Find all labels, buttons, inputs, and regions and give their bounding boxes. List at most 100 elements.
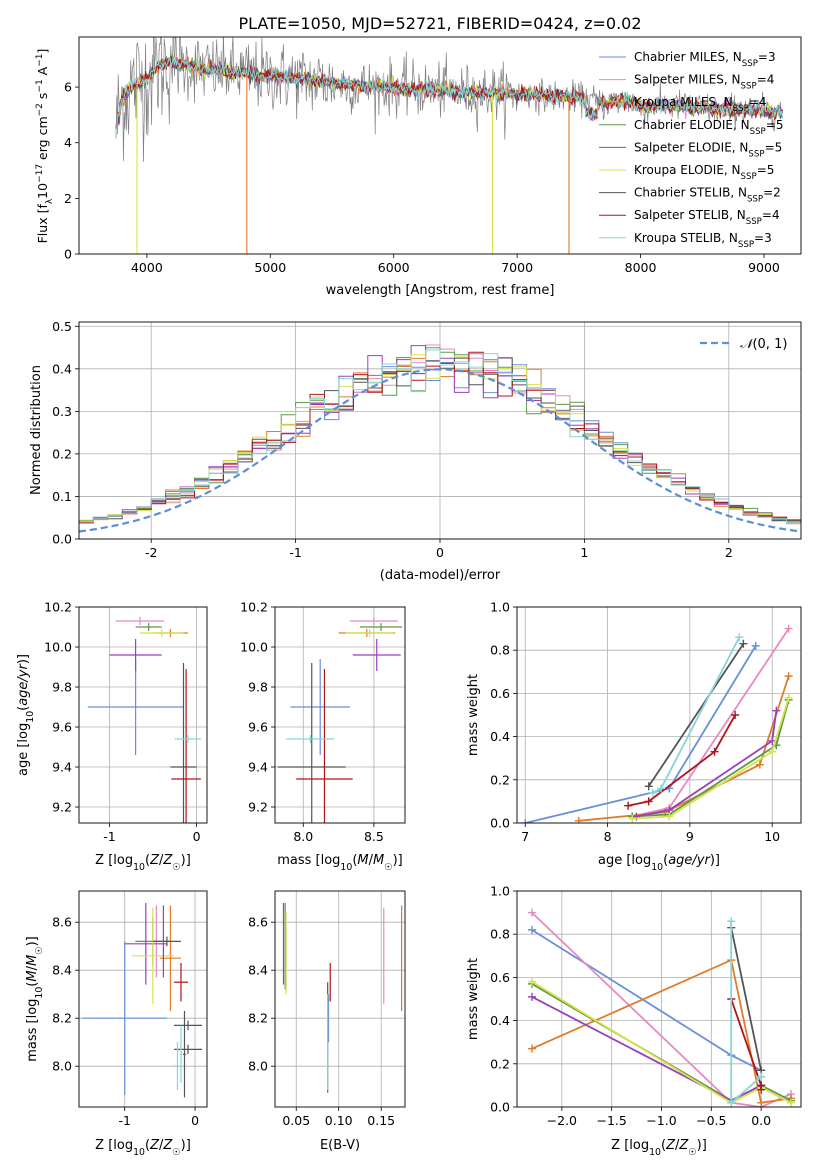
x-tick-label: −2.0 bbox=[547, 1113, 577, 1128]
x-tick-label: 10 bbox=[764, 829, 780, 844]
text-span: 10 bbox=[25, 711, 36, 723]
axes-frame bbox=[516, 890, 802, 1108]
y-tick-label: 9.4 bbox=[52, 760, 72, 775]
series-marker bbox=[624, 801, 633, 810]
y-tick-label: 0.2 bbox=[52, 446, 72, 461]
text-span: Salpeter MILES, N bbox=[634, 73, 741, 87]
text-span: ☉ bbox=[384, 862, 392, 873]
series-line bbox=[632, 697, 790, 820]
y-tick-label: 1.0 bbox=[490, 600, 510, 615]
y-tick-label: 1.0 bbox=[490, 884, 510, 899]
x-tick-label: 8.0 bbox=[293, 829, 313, 844]
series-line bbox=[531, 996, 762, 1102]
text-span: SSP bbox=[742, 59, 758, 69]
series-marker bbox=[727, 1098, 736, 1107]
series-marker bbox=[784, 693, 793, 702]
text-span: )] bbox=[710, 853, 720, 868]
series-marker bbox=[757, 1085, 766, 1094]
y-tick-label: 2 bbox=[64, 191, 72, 206]
y-tick-label: 0.4 bbox=[490, 729, 510, 744]
y-tick-label: 9.2 bbox=[248, 800, 268, 815]
x-tick-label: 6000 bbox=[378, 260, 410, 275]
series-marker bbox=[710, 747, 719, 756]
legend-entry: Salpeter STELIB, NSSP=4 bbox=[634, 208, 780, 227]
text-span: 10 bbox=[649, 1147, 661, 1158]
x-axis-label: age [log10(age/yr)] bbox=[598, 853, 720, 873]
x-tick-label: 0.10 bbox=[325, 1113, 353, 1128]
text-span: −2 bbox=[35, 103, 45, 116]
plot-area-age_vs_Z bbox=[87, 617, 201, 823]
series-marker bbox=[772, 706, 781, 715]
text-span: )] bbox=[181, 853, 191, 868]
text-span: Z bbox=[162, 1138, 173, 1153]
y-tick-label: 9.8 bbox=[248, 680, 268, 695]
text-span: s bbox=[35, 93, 50, 104]
plot-area-spectrum bbox=[115, 37, 783, 254]
plot-area-massweight_vs_age bbox=[521, 624, 793, 823]
text-span: ☉ bbox=[172, 862, 180, 873]
y-tick-label: 10.0 bbox=[44, 640, 72, 655]
x-tick-label: 4000 bbox=[131, 260, 163, 275]
y-axis-label: mass weight bbox=[466, 674, 481, 756]
series-marker bbox=[757, 1098, 766, 1107]
text-span: ( bbox=[25, 982, 40, 987]
model-spectrum-kroupa-stelib bbox=[115, 57, 783, 132]
series-marker bbox=[768, 747, 777, 756]
text-span: mass [log bbox=[25, 999, 40, 1062]
text-span: Z [log bbox=[95, 1138, 133, 1153]
x-tick-label: -1 bbox=[103, 829, 115, 844]
text-span: ☉ bbox=[34, 946, 45, 954]
y-tick-label: 8.0 bbox=[52, 1059, 72, 1074]
text-span: −17 bbox=[35, 164, 45, 183]
series-marker bbox=[751, 641, 760, 650]
panel-mass_vs_Z: -1 08.08.28.48.6Z [log10(Z/Z☉)]mass [log1… bbox=[25, 890, 208, 1158]
axes-frame bbox=[78, 321, 802, 540]
y-tick-label: 0.8 bbox=[490, 643, 510, 658]
text-span: Kroupa MILES, N bbox=[634, 95, 733, 109]
text-span: SSP bbox=[741, 172, 757, 182]
panel-residuals: -2 -1 0 1 2 0.0 0.1 0.2 0.3 0.4 0.5 𝒩(0, 1) (data-mo… bbox=[29, 319, 802, 583]
y-tick-label: 0.3 bbox=[52, 404, 72, 419]
series-marker bbox=[527, 1044, 536, 1053]
y-tick-label: 0.6 bbox=[490, 686, 510, 701]
y-tick-label: 0 bbox=[64, 247, 72, 262]
plot-area-residuals bbox=[79, 344, 801, 539]
y-axis-label: mass [log10(M/M☉)] bbox=[25, 936, 45, 1062]
text-span: λ bbox=[45, 198, 55, 204]
y-tick-label: 8.2 bbox=[52, 1011, 72, 1026]
text-span: mass [log bbox=[277, 853, 340, 868]
series-marker bbox=[521, 819, 530, 823]
y-tick-label: 8.6 bbox=[248, 915, 268, 930]
text-span: −1 bbox=[35, 79, 45, 92]
text-span: )] bbox=[16, 654, 31, 664]
y-tick-label: 0.6 bbox=[490, 970, 510, 985]
x-tick-label: 8 bbox=[604, 829, 612, 844]
text-span: )] bbox=[697, 1138, 707, 1153]
series-marker bbox=[731, 711, 740, 719]
axes-frame bbox=[78, 890, 208, 1108]
plot-area-massweight_vs_Z bbox=[527, 908, 796, 1107]
x-tick-label: 8.5 bbox=[364, 829, 384, 844]
y-tick-label: 0.0 bbox=[52, 532, 72, 547]
series-line bbox=[647, 643, 745, 787]
y-tick-label: 8.4 bbox=[248, 963, 268, 978]
text-span: Z bbox=[678, 1138, 689, 1153]
normal-curve bbox=[79, 368, 801, 533]
y-tick-label: 8.0 bbox=[248, 1059, 268, 1074]
series-marker bbox=[784, 624, 793, 633]
text-span: M bbox=[373, 853, 384, 868]
text-span: SSP bbox=[733, 104, 749, 114]
series-marker bbox=[527, 908, 536, 917]
legend-entry: Salpeter ELODIE, NSSP=5 bbox=[634, 140, 782, 159]
text-span: Kroupa STELIB, N bbox=[634, 231, 738, 245]
legend-entry: Chabrier MILES, NSSP=3 bbox=[634, 50, 776, 69]
axes-frame bbox=[78, 606, 208, 824]
text-span: Z [log bbox=[611, 1138, 649, 1153]
x-tick-label: −0.5 bbox=[696, 1113, 726, 1128]
text-span: =4 bbox=[749, 95, 767, 109]
y-tick-label: 0.8 bbox=[490, 927, 510, 942]
y-tick-label: 4 bbox=[64, 135, 72, 150]
series-marker bbox=[735, 633, 744, 642]
text-span: SSP bbox=[747, 195, 763, 205]
